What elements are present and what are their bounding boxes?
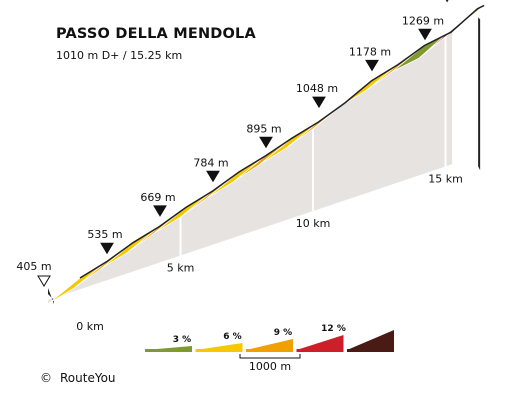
chart-title: PASSO DELLA MENDOLA xyxy=(56,26,256,42)
copyright-symbol: © xyxy=(40,371,52,385)
legend-gradient-label: 6 % xyxy=(223,332,241,342)
elevation-markers: 405 m 535 m 669 m 784 m 895 m 1048 m 1178 m 126… xyxy=(16,0,449,287)
elevation-marker-label: 1048 m xyxy=(296,82,338,95)
profile-road xyxy=(47,4,485,305)
elevation-marker-icon xyxy=(312,96,326,109)
start-marker-icon xyxy=(37,275,51,287)
elevation-marker-icon xyxy=(153,205,167,217)
legend-gradient-swatch xyxy=(347,330,394,350)
elevation-marker-icon xyxy=(418,28,432,41)
legend-swatch-base xyxy=(296,349,344,352)
summit-marker-icon xyxy=(445,0,449,3)
legend-gradient-label: 9 % xyxy=(274,328,292,338)
elevation-marker-icon xyxy=(100,242,114,255)
elevation-marker-label: 535 m xyxy=(87,228,122,241)
elevation-marker-label: 669 m xyxy=(140,191,175,204)
distance-ticks: 0 km 5 km 10 km 15 km xyxy=(76,173,463,334)
elevation-marker-icon xyxy=(365,59,379,72)
legend-gradient-swatch xyxy=(246,339,293,350)
elevation-marker-label: 1269 m xyxy=(402,14,444,27)
legend-gradient-swatch xyxy=(195,343,243,350)
legend-gradient-swatch xyxy=(296,335,344,350)
legend-scale-bracket xyxy=(239,354,301,359)
legend-swatch-base xyxy=(347,349,394,352)
distance-tick-label: 0 km xyxy=(76,320,104,333)
gradient-legend: 3 % 6 % 9 % 12 % 1000 m xyxy=(145,324,394,373)
legend-gradient-label: 12 % xyxy=(321,324,346,334)
legend-swatch-base xyxy=(195,349,243,352)
distance-tick-label: 10 km xyxy=(296,217,331,230)
elevation-marker-label: 895 m xyxy=(246,122,281,135)
credit-text: RouteYou xyxy=(60,371,116,385)
credit: © RouteYou xyxy=(40,371,116,385)
profile-right-edge xyxy=(478,17,481,171)
chart-subtitle: 1010 m D+ / 15.25 km xyxy=(56,49,183,62)
elevation-marker-label: 1178 m xyxy=(349,45,391,58)
legend-gradient-label: 3 % xyxy=(173,335,191,345)
start-elevation-label: 405 m xyxy=(16,260,51,273)
legend-swatch-base xyxy=(246,349,293,352)
profile-ridge-line xyxy=(79,4,485,279)
distance-tick-label: 15 km xyxy=(428,173,463,186)
distance-tick-label: 5 km xyxy=(167,262,195,275)
legend-scale-label: 1000 m xyxy=(249,360,291,373)
profile-fill xyxy=(48,31,453,305)
elevation-marker-icon xyxy=(206,170,220,183)
elevation-marker-label: 784 m xyxy=(193,156,228,169)
elevation-marker-icon xyxy=(259,136,273,149)
legend-swatch-base xyxy=(145,349,192,352)
